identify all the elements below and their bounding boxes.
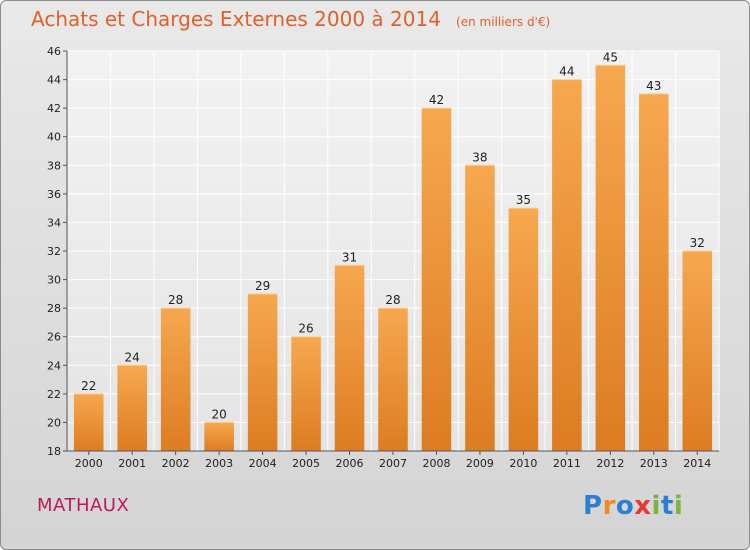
bar [117, 365, 147, 451]
value-label: 20 [211, 407, 226, 421]
logo-letter: i [651, 491, 661, 521]
x-tick-label: 2014 [683, 457, 711, 470]
x-tick-label: 2013 [640, 457, 668, 470]
place-name: MATHAUX [37, 495, 130, 516]
bar [639, 93, 669, 451]
y-tick-label: 46 [47, 45, 61, 58]
y-tick-label: 24 [47, 359, 61, 372]
y-tick-label: 36 [47, 188, 61, 201]
bars: 22 24 28 20 29 26 31 28 42 38 35 44 45 43 32 [73, 50, 713, 452]
x-tick-label: 2004 [249, 457, 277, 470]
value-label: 45 [603, 50, 618, 64]
bar [204, 422, 234, 451]
logo-letter: r [602, 491, 616, 521]
logo-letter: x [634, 491, 652, 521]
value-label: 32 [690, 236, 705, 250]
value-label: 26 [298, 322, 313, 336]
y-tick-label: 30 [47, 274, 61, 287]
value-label: 24 [125, 350, 140, 364]
y-tick-label: 40 [47, 131, 61, 144]
logo-letter: o [615, 491, 635, 521]
x-tick-label: 2011 [553, 457, 581, 470]
x-tick-label: 2008 [422, 457, 450, 470]
y-tick-label: 18 [47, 445, 61, 458]
y-tick-label: 42 [47, 102, 61, 115]
x-tick-label: 2000 [75, 457, 103, 470]
x-tick-label: 2010 [509, 457, 537, 470]
axes: 18 20 22 24 26 28 30 32 34 36 38 40 42 44 46 2000 2001 20… [47, 45, 719, 470]
x-tick-label: 2001 [118, 457, 146, 470]
y-tick-label: 34 [47, 216, 61, 229]
logo-letter: P [583, 491, 603, 521]
chart-subtitle: (en milliers d'€) [456, 15, 551, 29]
x-tick-label: 2007 [379, 457, 407, 470]
x-tick-label: 2003 [205, 457, 233, 470]
x-tick-label: 2005 [292, 457, 320, 470]
value-label: 28 [168, 293, 183, 307]
y-tick-label: 28 [47, 302, 61, 315]
bar [73, 393, 104, 451]
logo-letter: i [673, 491, 684, 521]
bar [160, 308, 191, 451]
x-tick-label: 2012 [596, 457, 624, 470]
bar [552, 79, 582, 452]
value-label: 22 [81, 379, 96, 393]
y-tick-label: 44 [47, 74, 61, 87]
x-tick-label: 2006 [336, 457, 364, 470]
y-tick-label: 20 [47, 416, 61, 429]
value-label: 31 [342, 250, 357, 264]
value-label: 28 [385, 293, 400, 307]
title-block: Achats et Charges Externes 2000 à 2014 (… [31, 7, 550, 31]
x-tick-label: 2009 [466, 457, 494, 470]
bar [595, 65, 626, 452]
value-label: 43 [646, 79, 661, 93]
chart-title: Achats et Charges Externes 2000 à 2014 [31, 7, 441, 31]
bar [508, 208, 539, 451]
value-label: 38 [472, 150, 487, 164]
x-tick-label: 2002 [162, 457, 190, 470]
y-tick-label: 22 [47, 388, 61, 401]
y-tick-label: 38 [47, 159, 61, 172]
value-label: 44 [559, 65, 574, 79]
logo-letter: t [660, 491, 674, 521]
bar [378, 308, 408, 451]
value-label: 29 [255, 279, 270, 293]
proxiti-logo[interactable]: Proxiti [583, 491, 683, 521]
bar [465, 165, 495, 452]
bar [247, 293, 278, 451]
value-label: 42 [429, 93, 444, 107]
y-tick-label: 26 [47, 331, 61, 344]
value-label: 35 [516, 193, 531, 207]
bar [334, 265, 365, 451]
bar [421, 108, 452, 452]
y-tick-label: 32 [47, 245, 61, 258]
bar [291, 336, 321, 451]
bar [682, 251, 713, 451]
